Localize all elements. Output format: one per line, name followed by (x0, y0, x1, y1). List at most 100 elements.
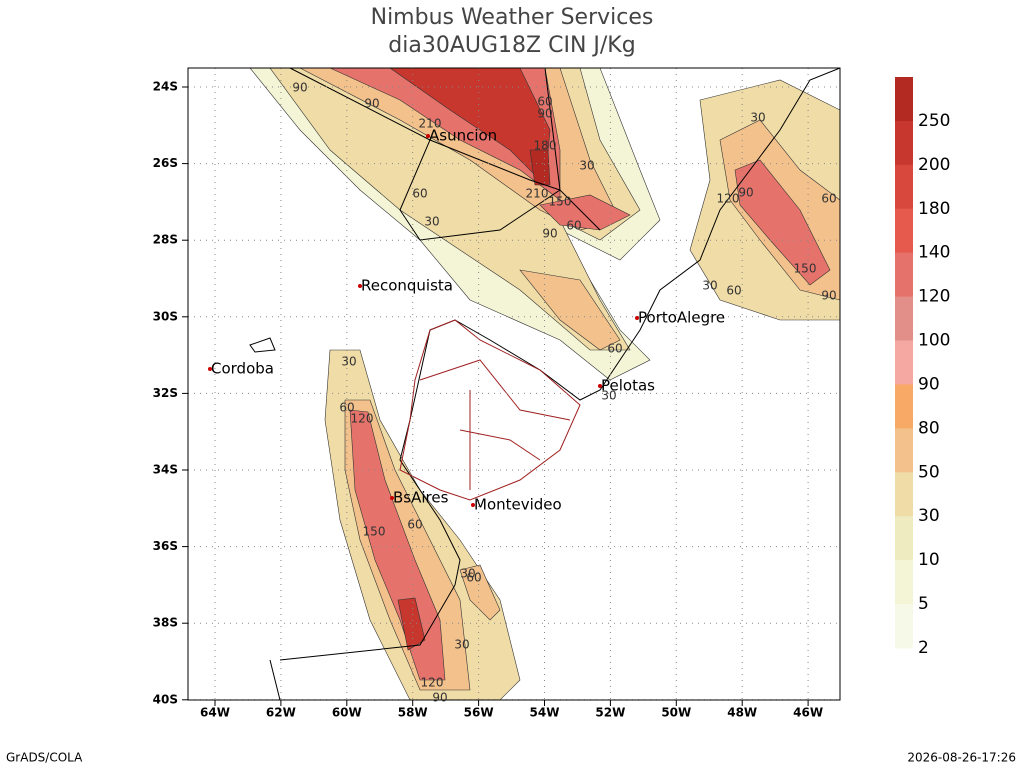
contour-label: 30 (341, 355, 356, 369)
lon-tick-label: 50W (661, 706, 691, 720)
contour-label: 30 (460, 567, 475, 581)
contour-label: 90 (738, 186, 753, 200)
city-label: PortoAlegre (638, 309, 725, 327)
plot-area (182, 67, 841, 706)
contour-label: 90 (292, 81, 307, 95)
city-marker (635, 316, 639, 320)
lon-tick-label: 46W (793, 706, 823, 720)
subtitle: dia30AUG18Z CIN J/Kg (388, 33, 635, 58)
contour-label: 30 (579, 159, 594, 173)
city-label: BsAires (393, 489, 449, 507)
contour-label: 120 (421, 676, 444, 690)
city-marker (208, 367, 212, 371)
contour-label: 60 (566, 219, 581, 233)
contour-label: 180 (534, 139, 557, 153)
colorbar-label: 250 (918, 111, 950, 131)
contour-label: 120 (351, 412, 374, 426)
lat-tick-label: 28S (153, 233, 178, 247)
colorbar-label: 100 (918, 331, 950, 351)
colorbar-swatch (895, 560, 913, 605)
contour-label: 30 (702, 279, 717, 293)
lon-tick-label: 58W (398, 706, 428, 720)
contour-label: 90 (542, 227, 557, 241)
contour-label: 30 (601, 389, 616, 403)
lat-tick-label: 26S (153, 156, 178, 170)
lon-tick-label: 56W (464, 706, 494, 720)
contour-label: 210 (419, 117, 442, 131)
contour-label: 60 (821, 192, 836, 206)
lon-tick-label: 52W (595, 706, 625, 720)
contour-label: 30 (424, 215, 439, 229)
colorbar-label: 30 (918, 506, 940, 526)
city-label: Asuncion (429, 127, 497, 145)
contour-label: 30 (750, 111, 765, 125)
city-marker (598, 384, 602, 388)
contour-label: 150 (794, 262, 817, 276)
lat-tick-label: 38S (153, 616, 178, 630)
lat-tick-label: 34S (153, 463, 178, 477)
contour-label: 60 (407, 518, 422, 532)
city-marker (426, 134, 430, 138)
lon-tick-label: 48W (727, 706, 757, 720)
colorbar-label: 200 (918, 155, 950, 175)
lon-tick-label: 60W (332, 706, 362, 720)
contour-label: 90 (537, 107, 552, 121)
colorbar-swatch (895, 77, 913, 122)
contour-label: 90 (432, 691, 447, 705)
lon-tick-label: 54W (530, 706, 560, 720)
colorbar: 250 200 180 140 120 100 90 80 50 30 10 5 2 (895, 77, 950, 658)
city-label: Reconquista (361, 277, 453, 295)
colorbar-swatch (895, 208, 913, 254)
lat-tick-label: 36S (153, 539, 178, 553)
colorbar-label: 80 (918, 418, 940, 438)
city-label: Montevideo (474, 496, 562, 514)
colorbar-label: 2 (918, 638, 929, 658)
city-marker (358, 284, 362, 288)
contour-label: 60 (412, 187, 427, 201)
contour-label: 150 (549, 195, 572, 209)
colorbar-label: 10 (918, 550, 940, 570)
colorbar-label: 120 (918, 287, 950, 307)
colorbar-label: 90 (918, 374, 940, 394)
contour-label: 60 (726, 284, 741, 298)
footer-left: GrADS/COLA (6, 751, 83, 765)
colorbar-swatch (895, 472, 913, 517)
colorbar-swatch (895, 164, 913, 210)
contour-label: 150 (363, 525, 386, 539)
city-marker (471, 503, 475, 507)
colorbar-swatch (895, 428, 913, 473)
colorbar-swatch (895, 384, 913, 429)
lat-tick-label: 30S (153, 309, 178, 323)
contour-label: 90 (364, 97, 379, 111)
contour-label: 60 (537, 95, 552, 109)
shading (249, 67, 841, 701)
contour-label: 30 (454, 638, 469, 652)
lat-tick-label: 24S (153, 80, 178, 94)
lat-tick-label: 32S (153, 386, 178, 400)
city-label: Pelotas (601, 377, 655, 395)
lon-tick-label: 64W (200, 706, 230, 720)
contour-label: 60 (607, 342, 622, 356)
colorbar-label: 50 (918, 462, 940, 482)
contour-label: 60 (339, 401, 354, 415)
plot-frame (187, 67, 841, 701)
city-label: Cordoba (211, 360, 274, 378)
lon-tick-label: 62W (266, 706, 296, 720)
contour-label: 90 (821, 289, 836, 303)
colorbar-swatch (895, 340, 913, 385)
colorbar-label: 5 (918, 594, 929, 614)
colorbar-swatch (895, 516, 913, 561)
colorbar-swatch (895, 120, 913, 166)
boundaries (249, 67, 841, 701)
title: Nimbus Weather Services (371, 5, 654, 30)
colorbar-swatch (895, 604, 913, 649)
colorbar-label: 180 (918, 199, 950, 219)
colorbar-label: 140 (918, 243, 950, 263)
lat-tick-label: 40S (153, 692, 178, 706)
contour-label: 120 (717, 192, 740, 206)
contour-label: 60 (466, 571, 481, 585)
colorbar-swatch (895, 296, 913, 342)
footer-right: 2026-08-26-17:26 (907, 751, 1016, 765)
colorbar-swatch (895, 252, 913, 298)
